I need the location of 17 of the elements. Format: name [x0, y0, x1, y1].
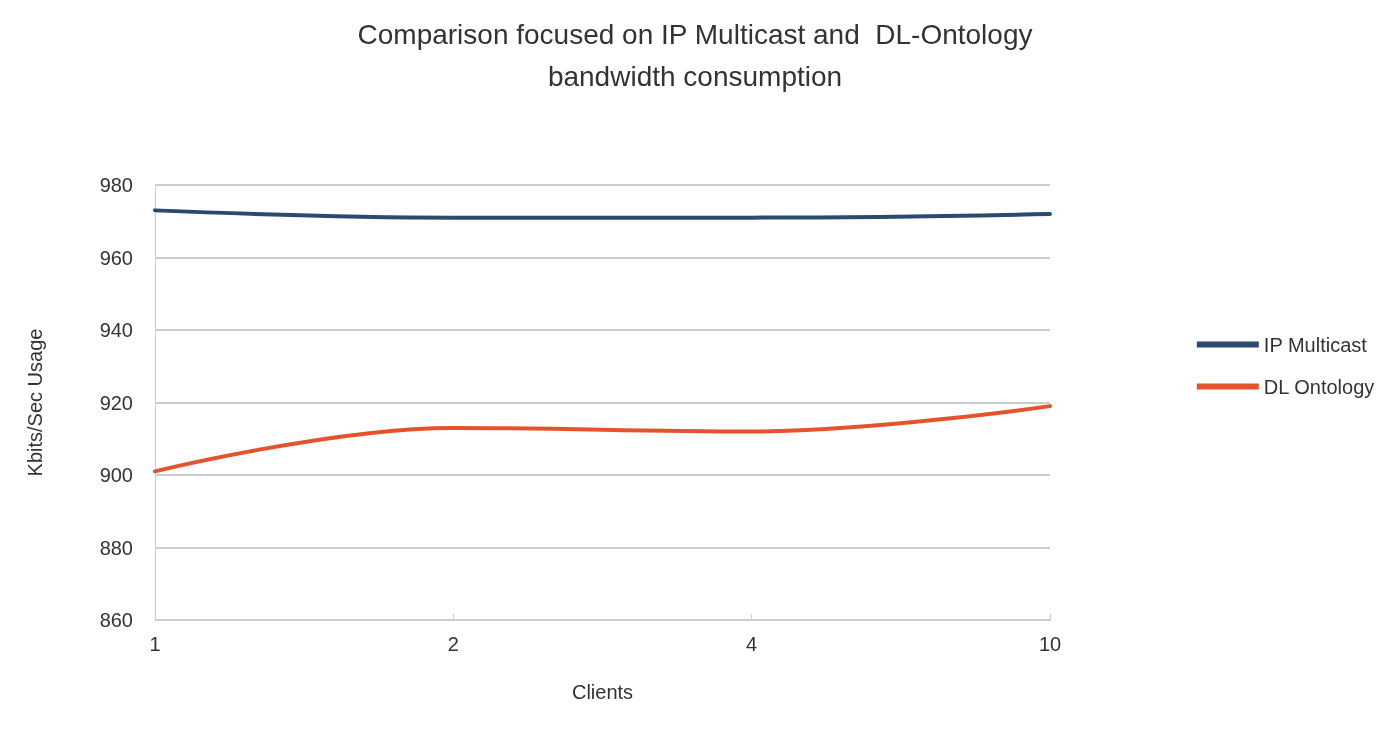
x-axis-title: Clients — [571, 681, 634, 703]
y-tick-label: 900 — [99, 464, 133, 486]
x-tick-label: 10 — [1038, 633, 1062, 655]
y-tick-label: 960 — [99, 246, 133, 269]
y-tick-label: 880 — [99, 536, 133, 559]
y-tick-label: 920 — [99, 391, 133, 414]
y-tick-label: 940 — [99, 319, 133, 341]
line-series — [153, 404, 1052, 474]
legend-label: DL Ontology — [1263, 375, 1375, 398]
y-axis-title: Kbits/Sec Usage — [24, 328, 46, 477]
x-tick-label: 2 — [447, 633, 459, 655]
y-tick-label: 980 — [99, 174, 133, 196]
x-tick-label: 1 — [149, 633, 161, 655]
y-tick-label: 860 — [99, 609, 133, 631]
legend-label: IP Multicast — [1263, 333, 1368, 356]
x-tick-label: 4 — [746, 633, 758, 655]
chart-title: Comparison focused on IP Multicast and DL-Ontology bandwidth consumption — [357, 18, 1033, 92]
